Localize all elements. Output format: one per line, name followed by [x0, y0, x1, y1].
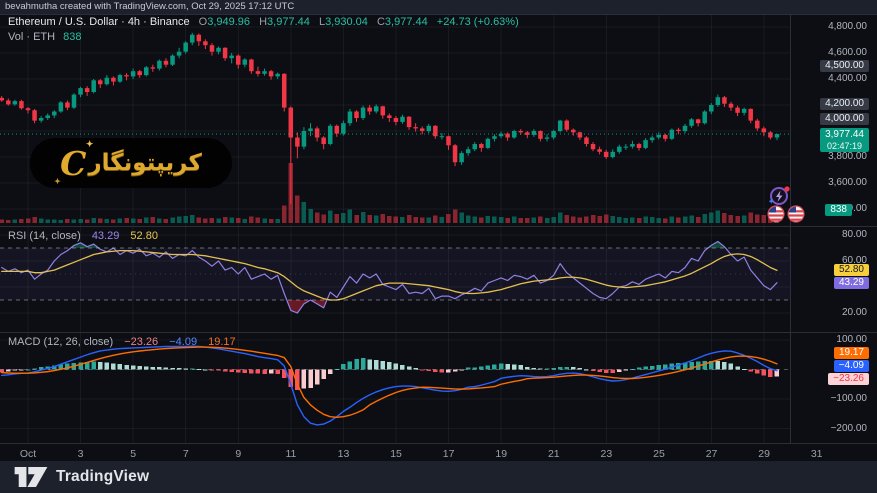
price-level-badge-4000: 4,000.00: [820, 113, 869, 125]
time-axis-label: 9: [235, 448, 242, 460]
macd-value-badge: −4.09: [833, 360, 869, 372]
volume-badge: 838: [825, 204, 852, 216]
rsi-ma-line: [1, 249, 778, 301]
rsi-line: [1, 240, 778, 314]
macd-legend: MACD (12, 26, close) −23.26 −4.09 19.17: [8, 336, 236, 348]
time-axis-label: 3: [77, 448, 84, 460]
low-label: L: [318, 16, 326, 28]
macd-signal-line: [1, 346, 778, 418]
symbol-title[interactable]: Ethereum / U.S. Dollar · 4h · Binance: [8, 16, 190, 28]
time-axis-label: Oct: [19, 448, 37, 460]
low-value: 3,930.04: [325, 16, 368, 28]
rsi-legend: RSI (14, close) 43.29 52.80: [8, 230, 158, 242]
technicals-spark-icon[interactable]: [768, 185, 792, 212]
sparkle-icon: ✦: [54, 175, 61, 186]
macd-signal-value: 19.17: [208, 336, 236, 348]
macd-signal-badge: 19.17: [833, 347, 869, 359]
macd-hist-badge: −23.26: [828, 373, 869, 385]
volume-value: 838: [63, 31, 82, 43]
time-axis-label: 31: [810, 448, 823, 460]
footer-bar: TradingView: [0, 461, 877, 493]
price-level-badge-4200: 4,200.00: [820, 98, 869, 110]
rsi-axis-label: 60.00: [841, 255, 867, 266]
time-axis-label: 17: [442, 448, 455, 460]
bar-countdown: 02:47:19: [827, 141, 863, 151]
pane-separators: [0, 14, 877, 444]
current-price-value: 3,977.44: [825, 129, 864, 140]
us-event-flag-icon[interactable]: [766, 204, 786, 229]
time-axis-label: 27: [705, 448, 718, 460]
time-axis-label: 29: [758, 448, 770, 460]
attribution-text: bevahmutha created with TradingView.com,…: [5, 1, 295, 12]
time-axis-scale[interactable]: [0, 443, 877, 461]
open-label: O: [198, 16, 208, 28]
macd-axis-label: 100.00: [836, 334, 867, 345]
time-axis-label: 15: [390, 448, 402, 460]
cryptonegar-watermark: C ✦ ✦ کریپتونگار: [30, 138, 232, 188]
macd-line: [1, 345, 778, 426]
rsi-label[interactable]: RSI (14, close): [8, 230, 81, 242]
close-value: 3,977.44: [384, 16, 428, 28]
rsi-ma-value: 52.80: [130, 230, 158, 242]
price-axis-label: 4,600.00: [828, 47, 867, 58]
rsi-axis-label: 80.00: [841, 229, 867, 240]
watermark-text: کریپتونگار: [88, 150, 202, 176]
price-axis-label: 4,800.00: [828, 20, 867, 32]
macd-hist-value: −23.26: [124, 336, 159, 348]
rsi-value: 43.29: [91, 230, 120, 242]
time-axis-label: 5: [130, 448, 137, 460]
tradingview-logo-icon[interactable]: [14, 467, 48, 487]
price-axis-label: 3,800.00: [828, 151, 867, 163]
volume-legend: Vol · ETH 838: [8, 31, 82, 43]
price-axis-label: 4,400.00: [828, 73, 867, 84]
price-level-badge-4500: 4,500.00: [820, 60, 869, 72]
time-axis-label: 11: [285, 448, 297, 460]
price-axis-label: 3,600.00: [828, 177, 867, 189]
rsi-ma-badge: 52.80: [833, 264, 869, 276]
macd-axis-label: −200.00: [830, 422, 867, 434]
volume-label: Vol · ETH: [8, 31, 56, 43]
time-axis-label: 25: [653, 448, 665, 460]
high-label: H: [259, 16, 268, 28]
sparkle-icon: ✦: [85, 139, 94, 150]
time-axis-label: 13: [337, 448, 350, 460]
time-axis-label: 23: [600, 448, 613, 460]
current-price-badge: 3,977.44 02:47:19: [820, 128, 869, 152]
rsi-axis-label: 20.00: [841, 307, 867, 318]
close-label: C: [376, 16, 385, 28]
rsi-threshold-fill: [70, 241, 726, 248]
high-value: 3,977.44: [267, 16, 310, 28]
main-legend: Ethereum / U.S. Dollar · 4h · Binance O3…: [8, 16, 519, 28]
rsi-value-badge: 43.29: [833, 277, 869, 289]
us-event-flag-icon[interactable]: [786, 204, 806, 229]
attribution-bar: bevahmutha created with TradingView.com,…: [0, 0, 877, 14]
macd-axis-label: −100.00: [830, 393, 867, 404]
macd-value: −4.09: [169, 336, 198, 348]
cryptonegar-logo-icon: C ✦ ✦: [54, 139, 94, 186]
candles-group: [0, 32, 780, 204]
tradingview-brand[interactable]: TradingView: [56, 468, 150, 485]
open-value: 3,949.96: [207, 16, 251, 28]
macd-label[interactable]: MACD (12, 26, close): [8, 336, 114, 348]
time-axis-label: 19: [495, 448, 508, 460]
time-axis-label: 21: [547, 448, 560, 460]
price-axis-scale[interactable]: [790, 14, 877, 443]
change-value: +24.73 (+0.63%): [436, 16, 519, 28]
time-axis-label: 7: [182, 448, 189, 460]
